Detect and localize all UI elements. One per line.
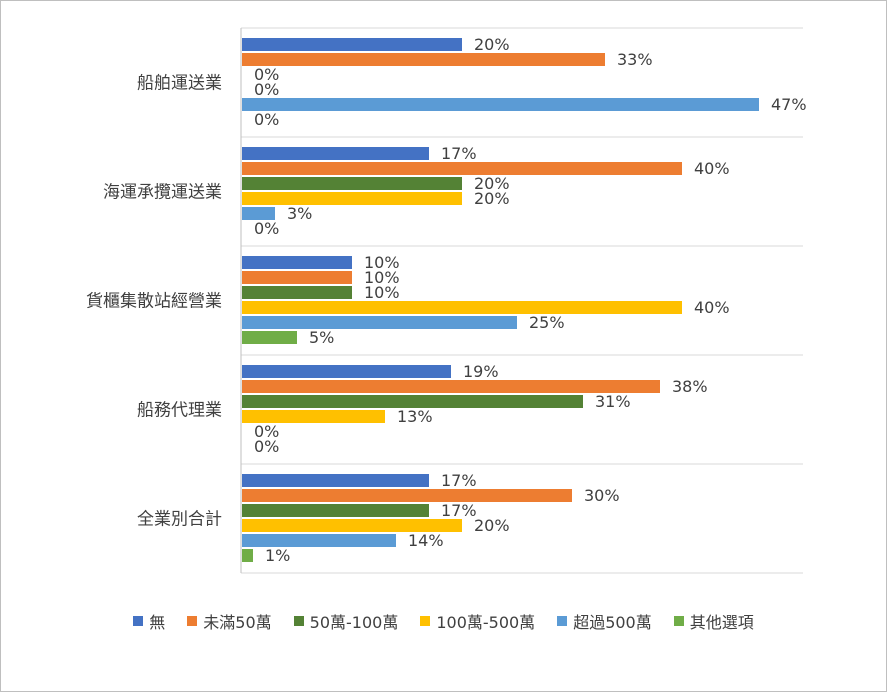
bar xyxy=(242,474,429,487)
bar xyxy=(242,301,682,314)
legend-item: 100萬-500萬 xyxy=(420,609,535,633)
chart-legend: 無 未滿50萬 50萬-100萬 100萬-500萬 超過500萬 其他選項 xyxy=(0,606,887,636)
data-label: 25% xyxy=(529,313,565,332)
data-label: 20% xyxy=(474,189,510,208)
data-label: 0% xyxy=(254,110,279,129)
data-label: 40% xyxy=(694,159,730,178)
bar xyxy=(242,98,759,111)
bar xyxy=(242,365,451,378)
legend-label: 超過500萬 xyxy=(573,613,652,632)
bar xyxy=(242,549,253,562)
bar xyxy=(242,207,275,220)
category-label: 貨櫃集散站經營業 xyxy=(86,292,222,312)
bar-chart: 船舶運送業20%33%0%0%47%0%海運承攬運送業17%40%20%20%3… xyxy=(86,27,807,574)
data-label: 13% xyxy=(397,407,433,426)
legend-label: 其他選項 xyxy=(689,613,754,632)
legend-item: 無 xyxy=(133,609,165,633)
data-label: 0% xyxy=(254,219,279,238)
legend-swatch xyxy=(557,616,568,626)
data-label: 14% xyxy=(408,531,444,550)
bar xyxy=(242,286,352,299)
data-label: 19% xyxy=(463,362,499,381)
legend-label: 無 xyxy=(149,613,166,632)
legend-label: 100萬-500萬 xyxy=(436,613,536,632)
data-label: 17% xyxy=(441,471,477,490)
data-label: 17% xyxy=(441,501,477,520)
bar xyxy=(242,38,462,51)
legend-swatch xyxy=(293,616,304,626)
data-label: 47% xyxy=(771,95,807,114)
legend-swatch xyxy=(133,616,144,626)
bar xyxy=(242,331,297,344)
bar xyxy=(242,53,605,66)
legend-item: 其他選項 xyxy=(673,609,754,633)
category-label: 船務代理業 xyxy=(137,401,222,421)
data-label: 0% xyxy=(254,80,279,99)
data-label: 10% xyxy=(364,283,400,302)
legend-swatch xyxy=(420,616,431,626)
data-label: 38% xyxy=(672,377,708,396)
category-label: 海運承攬運送業 xyxy=(103,183,222,203)
data-label: 10% xyxy=(364,253,400,272)
bar xyxy=(242,410,385,423)
legend-label: 未滿50萬 xyxy=(203,613,272,632)
data-label: 30% xyxy=(584,486,620,505)
legend-item: 未滿50萬 xyxy=(187,609,272,633)
bar xyxy=(242,489,572,502)
data-label: 5% xyxy=(309,328,334,347)
bar xyxy=(242,192,462,205)
legend-swatch xyxy=(673,616,684,626)
data-label: 17% xyxy=(441,144,477,163)
data-label: 20% xyxy=(474,35,510,54)
data-label: 31% xyxy=(595,392,631,411)
data-label: 40% xyxy=(694,298,730,317)
legend-label: 50萬-100萬 xyxy=(309,613,399,632)
legend-swatch xyxy=(187,616,198,626)
bar xyxy=(242,271,352,284)
bar xyxy=(242,256,352,269)
category-label: 船舶運送業 xyxy=(137,74,222,94)
category-label: 全業別合計 xyxy=(137,510,222,530)
bar xyxy=(242,147,429,160)
legend-item: 超過500萬 xyxy=(557,609,652,633)
bar xyxy=(242,162,682,175)
bar xyxy=(242,504,429,517)
data-label: 20% xyxy=(474,516,510,535)
bar xyxy=(242,177,462,190)
data-label: 33% xyxy=(617,50,653,69)
data-label: 10% xyxy=(364,268,400,287)
bar xyxy=(242,380,660,393)
data-label: 0% xyxy=(254,65,279,84)
data-label: 0% xyxy=(254,437,279,456)
bar xyxy=(242,519,462,532)
legend-item: 50萬-100萬 xyxy=(293,609,399,633)
data-label: 0% xyxy=(254,422,279,441)
data-label: 3% xyxy=(287,204,312,223)
data-label: 20% xyxy=(474,174,510,193)
bar xyxy=(242,534,396,547)
bar xyxy=(242,316,517,329)
data-label: 1% xyxy=(265,546,290,565)
bar xyxy=(242,395,583,408)
